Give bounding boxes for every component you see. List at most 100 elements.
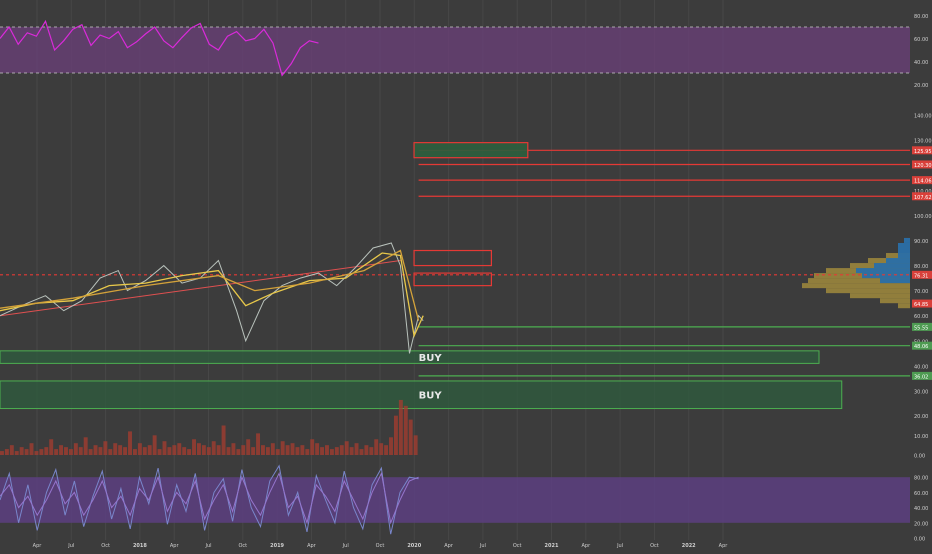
volume-bar [132, 449, 137, 455]
trend-line [0, 260, 401, 317]
resistance-price-label: 125.95 [914, 149, 932, 155]
volume-bar [88, 449, 93, 455]
volume-bar [59, 445, 64, 455]
volume-bar [374, 439, 379, 455]
volume-profile-bar [880, 298, 910, 304]
volume-bar [344, 441, 349, 455]
volume-bar [231, 443, 236, 455]
support-price-label: 55.55 [914, 325, 928, 331]
price-pane: BUY BUY [0, 142, 910, 410]
volume-bar [103, 441, 108, 455]
volume-bar [98, 447, 103, 455]
volume-bar [359, 449, 364, 455]
stoch-line-d [0, 471, 419, 525]
resistance-zone [413, 272, 492, 287]
axis-tick-label: 20.00 [914, 414, 928, 420]
time-axis-label: Jul [479, 543, 486, 549]
volume-profile-bar [886, 258, 910, 264]
current-price-label: 76.31 [914, 273, 928, 279]
axis-tick-label: 110.00 [914, 189, 932, 195]
time-axis-label: Apr [719, 543, 729, 549]
time-axis-label: Oct [376, 543, 385, 549]
volume-bar [325, 445, 329, 455]
volume-bar [123, 447, 128, 455]
support-price-label: 48.06 [914, 344, 928, 350]
volume-bar [177, 443, 182, 455]
support-price-box [912, 299, 932, 308]
time-axis-label: Apr [307, 543, 317, 549]
volume-bar [295, 447, 300, 455]
resistance-price-label: 114.06 [914, 179, 932, 185]
volume-bar [196, 443, 201, 455]
volume-bar [93, 445, 98, 455]
volume-bar [39, 449, 44, 455]
axis-tick-label: 80.00 [914, 476, 928, 482]
volume-bar [300, 445, 305, 455]
volume-profile-bar [856, 268, 910, 274]
axis-tick-label: 0.00 [914, 537, 925, 543]
volume-bar [339, 445, 344, 455]
resistance-price-box [912, 176, 932, 185]
volume-bar [206, 447, 211, 455]
volume-bar [49, 439, 54, 455]
volume-profile-bar [880, 278, 910, 284]
axis-tick-label: 40.00 [914, 506, 928, 512]
volume-bar [408, 419, 413, 455]
support-price-label: 36.02 [914, 374, 928, 380]
volume-bar [329, 449, 334, 455]
volume-bar [216, 445, 221, 455]
axis-tick-label: 90.00 [914, 239, 928, 245]
support-price-label: 64.85 [914, 302, 928, 308]
time-axis-label: Oct [650, 543, 659, 549]
rsi-band [0, 27, 910, 73]
volume-profile-bar [874, 263, 910, 269]
rsi-line [0, 19, 319, 77]
volume-bar [285, 445, 290, 455]
volume-bar [147, 445, 152, 455]
axis-tick-label: 140.00 [914, 114, 932, 120]
volume-pane [0, 399, 418, 455]
volume-bar [236, 449, 241, 455]
axis-tick-label: 20.00 [914, 83, 928, 89]
volume-bar [265, 447, 270, 455]
resistance-price-box [912, 146, 932, 155]
volume-bar [78, 447, 83, 455]
resistance-price-box [912, 160, 932, 169]
volume-profile-bar [898, 242, 910, 248]
grid-lines [36, 0, 724, 540]
axis-tick-label: 30.00 [914, 389, 928, 395]
axis-tick-label: 10.00 [914, 434, 928, 440]
time-axis-label: 2019 [270, 543, 284, 549]
volume-bar [280, 441, 285, 455]
current-price-box [912, 270, 932, 279]
time-axis-bg [0, 540, 912, 550]
volume-bar [192, 439, 196, 455]
axis-tick-label: 70.00 [914, 289, 928, 295]
volume-bar [187, 449, 192, 455]
volume-bar [226, 447, 231, 455]
time-axis-label: 2018 [133, 543, 147, 549]
volume-bar [290, 443, 295, 455]
volume-bar [14, 451, 19, 455]
time-axis-label: Jul [342, 543, 349, 549]
volume-bar [172, 445, 177, 455]
volume-bar [403, 405, 408, 455]
volume-bar [389, 437, 393, 455]
price-axis: 80.0060.0040.0020.00140.00130.00120.0011… [912, 0, 932, 550]
time-axis-label: Oct [101, 543, 110, 549]
volume-bar [315, 443, 320, 455]
volume-profile-bar [898, 253, 910, 259]
time-axis-label: Apr [581, 543, 591, 549]
volume-profile-bar [850, 293, 910, 299]
volume-bar [73, 443, 78, 455]
rsi-pane [0, 19, 910, 77]
volume-bar [261, 445, 265, 455]
volume-profile-bar [898, 303, 910, 309]
volume-bar [29, 443, 34, 455]
resistance-zone [413, 142, 529, 159]
time-axis-label: 2021 [545, 543, 559, 549]
axis-tick-label: 80.00 [914, 14, 928, 20]
volume-bar [334, 447, 339, 455]
volume-bar [113, 443, 118, 455]
